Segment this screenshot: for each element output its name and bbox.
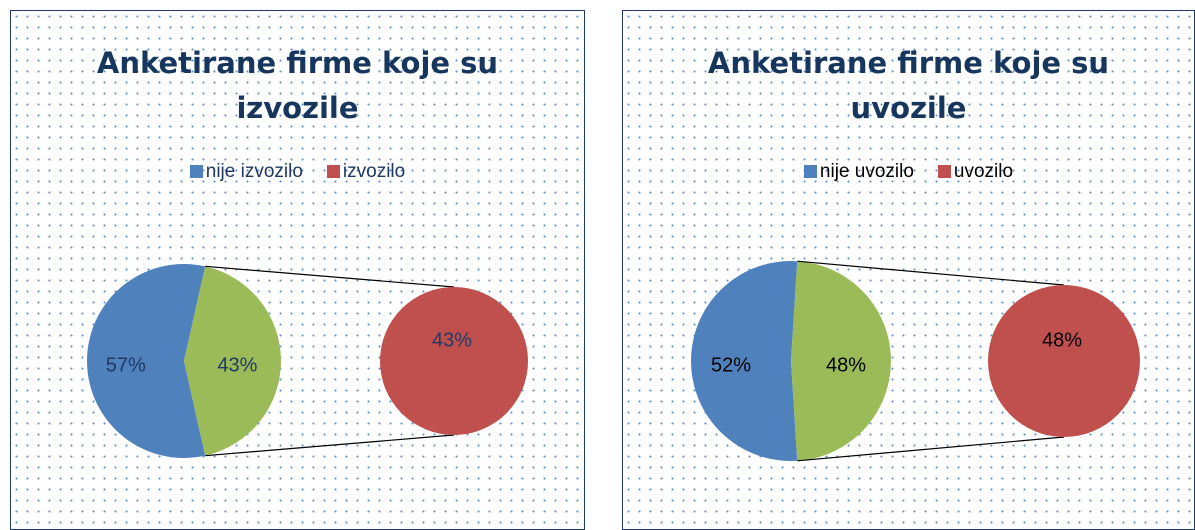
secondary-pie: [988, 285, 1140, 437]
connector: [797, 436, 1065, 462]
legend-item: nije izvozilo: [189, 161, 303, 182]
data-label: 43%: [432, 329, 472, 351]
data-label: 48%: [826, 354, 866, 376]
legend-label: uvozilo: [953, 161, 1014, 182]
legend-swatch: [937, 165, 951, 178]
chart-panel: Anketirane firme koje su uvozile nije uvo…: [622, 10, 1195, 530]
data-label: 52%: [711, 354, 751, 376]
legend-label: nije izvozilo: [205, 161, 303, 182]
legend-swatch: [803, 165, 817, 178]
data-label: 43%: [217, 354, 257, 376]
chart-title: Anketirane firme koje su uvozile: [707, 46, 1110, 125]
legend-label: izvozilo: [342, 161, 406, 182]
legend-swatch: [189, 165, 203, 178]
legend: nije izvozilo izvozilo: [11, 161, 584, 183]
chart-title: Anketirane firme koje su izvozile: [96, 46, 499, 125]
legend-item: nije uvozilo: [803, 161, 914, 182]
pie-slice: [184, 266, 281, 456]
data-label: 57%: [106, 354, 146, 376]
pie-slice: [791, 261, 892, 461]
pie-area: 57% 43% 43%: [87, 264, 528, 458]
legend: nije uvozilo uvozilo: [623, 161, 1194, 183]
legend-label: nije uvozilo: [819, 161, 914, 182]
data-label: 48%: [1042, 329, 1082, 351]
pie-slice: [87, 264, 206, 458]
connector: [797, 260, 1065, 286]
pie-area: 52% 48% 48%: [691, 260, 1140, 462]
secondary-pie: [380, 287, 528, 435]
pie-slice: [691, 261, 798, 461]
legend-item: uvozilo: [937, 161, 1014, 182]
chart-panel: Anketirane firme koje su izvozile nije iz…: [10, 10, 585, 530]
legend-swatch: [326, 165, 340, 178]
connector: [205, 265, 455, 288]
connector: [205, 434, 455, 457]
legend-item: izvozilo: [326, 161, 406, 182]
